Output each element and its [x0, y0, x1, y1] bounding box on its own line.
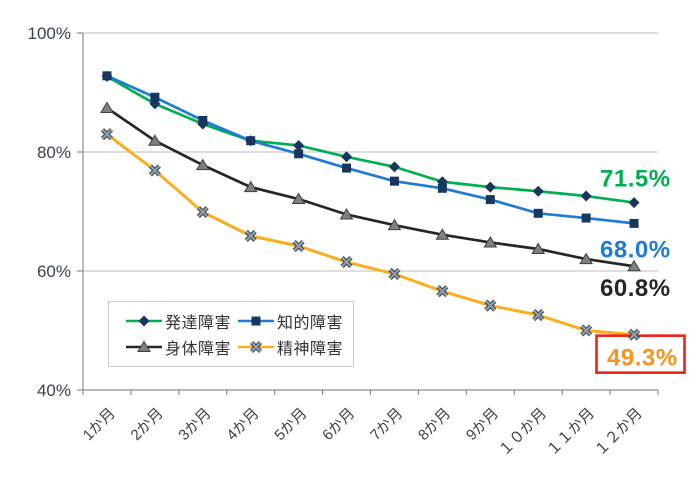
legend-sample-diamond-icon [126, 315, 162, 327]
series-markers-intellectual [102, 71, 639, 228]
end-label-developmental: 71.5% [600, 166, 671, 193]
legend-item-physical: 身体障害 [125, 335, 237, 359]
y-tick-label: 100% [28, 24, 71, 43]
y-tick-label: 60% [37, 262, 71, 281]
legend-label: 身体障害 [165, 341, 232, 359]
series-line-developmental [106, 75, 635, 204]
end-label-physical: 60.8% [600, 275, 671, 302]
x-tick-label: 5か月 [271, 405, 310, 444]
y-axis-labels: 100% 80% 60% 40% [28, 24, 71, 400]
legend-row: 身体障害 精神障害 [125, 335, 343, 359]
gridlines [83, 32, 658, 272]
series-line-physical [106, 106, 635, 268]
highlight-box-mental [595, 334, 686, 374]
y-tick-label: 40% [37, 381, 71, 400]
series-markers-mental [100, 128, 641, 341]
legend-sample-triangle-icon [126, 340, 162, 353]
series-line-mental [106, 132, 635, 337]
x-tick-label: 7か月 [367, 405, 406, 444]
legend-sample-square-icon [237, 316, 274, 326]
end-labels: 71.5% 68.0% 60.8% 49.3% [595, 166, 686, 374]
legend: 発達障害 知的障害身体障害 精神障害 [108, 301, 354, 367]
x-tick-label: 3か月 [175, 405, 214, 444]
legend-item-developmental: 発達障害 [125, 309, 237, 333]
legend-label: 知的障害 [276, 314, 343, 332]
x-tick-label: １２か月 [591, 405, 645, 459]
legend-label: 発達障害 [165, 314, 232, 332]
x-tick-label: 2か月 [128, 405, 167, 444]
legend-label: 精神障害 [276, 341, 343, 359]
legend-row: 発達障害 知的障害 [125, 309, 343, 333]
end-label-mental: 49.3% [607, 345, 678, 372]
x-tick-label: 8か月 [415, 405, 454, 444]
series-markers-physical [100, 101, 641, 272]
series-lines [106, 74, 635, 337]
x-tick-label: 4か月 [223, 405, 262, 444]
legend-sample-x-icon [237, 341, 274, 354]
axes [77, 32, 659, 395]
end-label-intellectual: 68.0% [600, 236, 671, 263]
x-tick-label: 1か月 [80, 405, 119, 444]
x-tick-label: 6か月 [319, 405, 358, 444]
x-tick-label: １０か月 [496, 405, 550, 459]
series-line-intellectual [106, 74, 635, 225]
x-tick-label: 9か月 [463, 405, 502, 444]
legend-item-intellectual: 知的障害 [237, 309, 343, 333]
series-markers-developmental [101, 70, 640, 209]
y-tick-label: 80% [37, 143, 71, 162]
x-tick-label: １１か月 [543, 405, 597, 459]
legend-item-mental: 精神障害 [237, 335, 343, 359]
